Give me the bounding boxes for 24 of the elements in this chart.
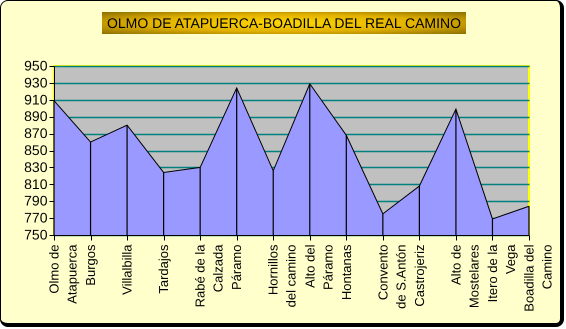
x-tick-label: Tardajos [156, 244, 172, 294]
x-tick-label: Rabé de la Calzada [192, 244, 226, 308]
y-tick-label: 910 [24, 91, 48, 108]
x-tick-label: Hontanas [338, 244, 354, 300]
y-tick-label: 770 [24, 210, 48, 226]
x-tick-label: Castrojeriz [412, 244, 427, 307]
x-tick-label: Olmo de Atapuerca [46, 244, 80, 304]
chart-title: OLMO DE ATAPUERCA-BOADILLA DEL REAL CAMINO [102, 12, 466, 34]
y-tick-label: 810 [24, 176, 48, 192]
y-tick-label: 890 [24, 108, 48, 124]
y-tick-label: 850 [24, 142, 48, 158]
y-tick-label: 930 [24, 74, 48, 90]
x-tick-label: Villalbilla [120, 244, 135, 295]
x-tick-label: Hornillos del camino [266, 244, 299, 308]
x-tick-label: Convento de S.Antón [375, 244, 408, 309]
x-tick-label: Boadilla del Camino [522, 244, 554, 312]
y-tick-label: 750 [24, 226, 48, 242]
y-tick-label: 870 [24, 125, 48, 142]
x-tick-label: Itero de la Vega [484, 244, 518, 302]
y-tick-label: 830 [24, 158, 48, 175]
x-tick-label: Burgos [83, 244, 98, 286]
x-tick-label: Páramo [229, 244, 244, 290]
y-tick-label: 790 [24, 192, 48, 209]
y-tick-label: 950 [24, 58, 48, 74]
